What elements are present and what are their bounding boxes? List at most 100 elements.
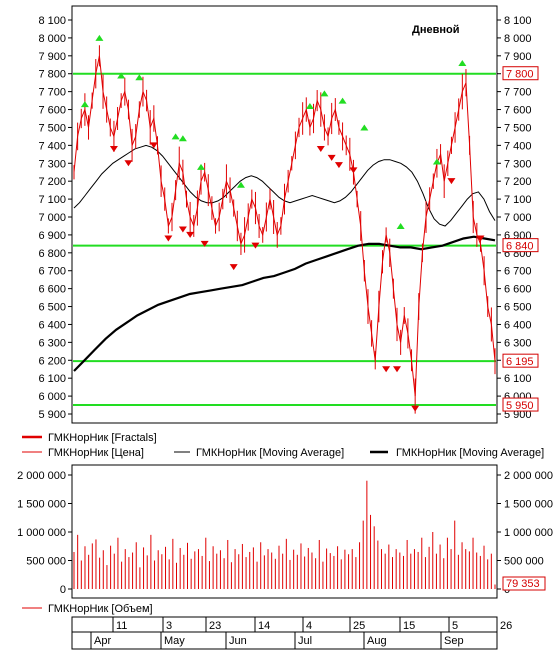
fractal-up-marker: [320, 90, 329, 97]
month-label: Apr: [94, 635, 111, 647]
moving-average-long-line: [73, 235, 496, 372]
price-tick-label-left: 7 700: [38, 87, 66, 99]
price-tick-label-left: 6 000: [38, 391, 66, 403]
volume-tick-label-left: 1 000 000: [17, 527, 66, 539]
day-label: 4: [306, 620, 312, 632]
month-label: May: [164, 635, 185, 647]
fractal-down-marker: [149, 142, 158, 149]
price-tick-label-right: 8 100: [504, 15, 532, 27]
month-label: Jul: [298, 635, 312, 647]
day-label: 25: [353, 620, 365, 632]
price-tick-label-right: 6 700: [504, 266, 532, 278]
fractal-up-marker: [396, 222, 405, 229]
day-label: 23: [209, 620, 221, 632]
price-tick-label-right: 7 000: [504, 212, 532, 224]
price-tick-label-left: 7 100: [38, 194, 66, 206]
price-level-tag: [502, 353, 539, 368]
legend-label-fractals: ГМКНорНик [Fractals]: [48, 432, 157, 444]
legend-label-price: ГМКНорНик [Цена]: [48, 447, 144, 459]
price-tick-label-left: 7 000: [38, 212, 66, 224]
price-tick-label-right: 7 600: [504, 105, 532, 117]
fractal-down-marker: [124, 160, 133, 167]
volume-tick-label-right: 1 500 000: [504, 499, 553, 511]
fractal-up-marker: [338, 97, 347, 104]
price-tick-label-left: 6 900: [38, 230, 66, 242]
volume-tick-label-right: 1 000 000: [504, 527, 553, 539]
fractal-down-marker: [411, 405, 420, 412]
volume-tick-label-left: 500 000: [26, 556, 66, 568]
volume-last-tag-text: 79 353: [506, 578, 540, 590]
day-label: 26: [500, 620, 512, 632]
price-tick-label-left: 7 800: [38, 69, 66, 81]
price-tick-label-right: 6 600: [504, 284, 532, 296]
volume-tick-label-left: 0: [60, 584, 66, 596]
price-tick-label-left: 6 700: [38, 266, 66, 278]
fractal-down-marker: [178, 226, 187, 233]
price-tick-label-left: 6 600: [38, 284, 66, 296]
day-label: 14: [258, 620, 270, 632]
price-level-tag-text: 5 950: [506, 400, 534, 412]
fractal-up-marker: [236, 181, 245, 188]
price-legend: ГМКНорНик [Fractals] ГМКНорНик [Цена] ГМ…: [22, 432, 544, 459]
fractal-down-marker: [447, 178, 456, 185]
fractal-down-marker: [327, 154, 336, 161]
price-tick-label-right: 6 300: [504, 337, 532, 349]
fractal-up-marker: [432, 158, 441, 165]
day-label: 3: [166, 620, 172, 632]
volume-panel-frame: [71, 464, 498, 599]
price-tick-label-left: 7 400: [38, 140, 66, 152]
fractal-down-marker: [334, 162, 343, 169]
volume-legend: ГМКНорНик [Объем]: [22, 603, 153, 615]
volume-tick-label-left: 1 500 000: [17, 499, 66, 511]
fractal-down-marker: [200, 240, 209, 247]
fractal-down-marker: [229, 264, 238, 271]
price-tick-label-left: 7 600: [38, 105, 66, 117]
price-level-tag-text: 6 840: [506, 241, 534, 253]
price-tick-label-left: 6 400: [38, 319, 66, 331]
price-level-tag-text: 6 195: [506, 356, 534, 368]
price-level-tag: [502, 238, 539, 253]
day-label: 5: [452, 620, 458, 632]
price-tick-label-right: 5 900: [504, 409, 532, 421]
price-tick-label-right: 7 700: [504, 87, 532, 99]
fractal-down-marker: [186, 231, 195, 238]
fractal-down-marker: [476, 235, 485, 242]
fractal-up-marker: [305, 102, 314, 109]
fractal-up-marker: [95, 34, 104, 41]
price-tick-label-left: 6 300: [38, 337, 66, 349]
price-tick-label-left: 5 900: [38, 409, 66, 421]
fractal-down-marker: [251, 242, 260, 249]
price-level-tag: [502, 66, 539, 81]
price-level-tag-text: 7 800: [506, 69, 534, 81]
price-tick-label-left: 7 300: [38, 158, 66, 170]
fractal-up-marker: [171, 133, 180, 140]
fractal-down-marker: [382, 366, 391, 373]
price-tick-label-right: 6 500: [504, 302, 532, 314]
price-tick-label-right: 7 100: [504, 194, 532, 206]
fractal-up-marker: [458, 59, 467, 66]
fractal-down-marker: [164, 235, 173, 242]
fractal-down-marker: [109, 145, 118, 152]
volume-last-tag: [502, 576, 546, 591]
price-tick-label-right: 7 900: [504, 51, 532, 63]
fractal-down-marker: [316, 145, 325, 152]
legend-label-ma-short: ГМКНорНик [Moving Average]: [196, 447, 344, 459]
time-axis-frame: [71, 616, 498, 650]
month-label: Sep: [444, 635, 464, 647]
price-tick-label-left: 6 100: [38, 373, 66, 385]
price-tick-label-right: 8 000: [504, 33, 532, 45]
price-tick-label-left: 6 200: [38, 355, 66, 367]
volume-tick-label-right: 2 000 000: [504, 470, 553, 482]
price-tick-label-right: 7 500: [504, 122, 532, 134]
fractal-up-marker: [360, 124, 369, 131]
month-label: Jun: [229, 635, 247, 647]
month-label: Aug: [367, 635, 387, 647]
price-tick-label-left: 8 100: [38, 15, 66, 27]
price-tick-label-right: 6 100: [504, 373, 532, 385]
fractal-up-marker: [117, 72, 126, 79]
day-label: 11: [116, 620, 127, 632]
legend-label-volume: ГМКНорНик [Объем]: [48, 603, 153, 615]
price-tick-label-right: 6 400: [504, 319, 532, 331]
price-tick-label-left: 7 500: [38, 122, 66, 134]
